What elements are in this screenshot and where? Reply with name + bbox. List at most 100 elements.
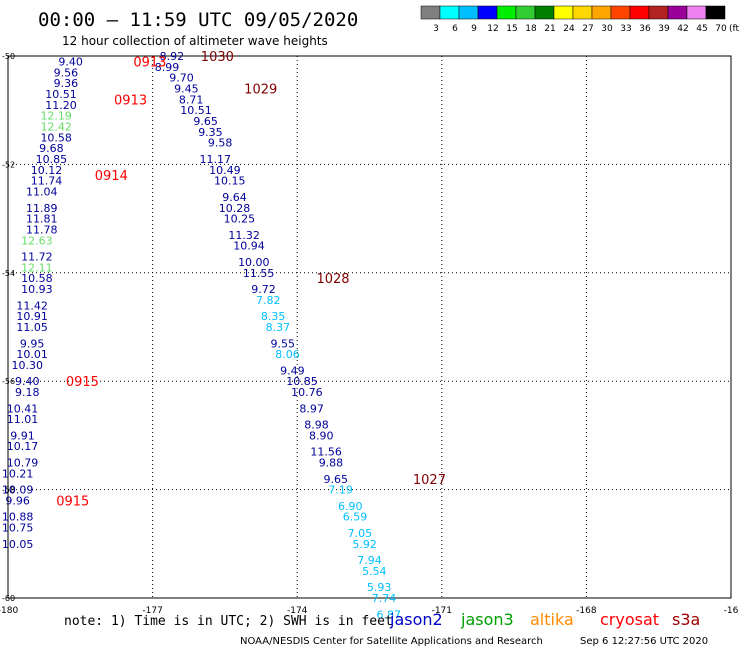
swh-value-label: 9.40 [58, 55, 83, 68]
time-label: 0913 [114, 93, 147, 108]
color-scale-swatch [420, 5, 441, 20]
swh-value-label: 10.51 [180, 104, 212, 117]
swh-value-label: 7.94 [357, 554, 382, 567]
swh-value-label: 9.40 [15, 375, 40, 388]
swh-value-label: 10.91 [16, 310, 48, 323]
swh-value-label: 10.17 [7, 440, 39, 453]
color-scale-swatch [477, 5, 498, 20]
plot-frame [7, 55, 732, 599]
x-tick-label: -171 [432, 606, 452, 616]
color-scale-swatch [458, 5, 479, 20]
swh-value-label: 11.89 [26, 202, 58, 215]
time-label: 1028 [316, 272, 349, 287]
swh-value-label: 11.17 [200, 153, 232, 166]
swh-value-label: 10.05 [2, 538, 34, 551]
swh-value-label: 10.41 [7, 402, 39, 415]
swh-value-label: 10.21 [2, 467, 34, 480]
x-tick-label: -177 [142, 606, 162, 616]
legend-entry: s3a [672, 610, 700, 629]
y-tick-label: -56 [2, 377, 15, 386]
legend-entry: jason3 [460, 610, 514, 629]
color-scale-label: 24 [563, 24, 575, 34]
swh-value-label: 9.95 [20, 337, 45, 350]
swh-value-label: 9.64 [222, 191, 247, 204]
legend-entry: cryosat [600, 610, 659, 629]
swh-value-label: 10.25 [224, 213, 256, 226]
legend-entry: altika [530, 610, 574, 629]
color-scale-label: 39 [658, 24, 670, 34]
swh-value-label: 10.12 [31, 164, 63, 177]
swh-value-label: 11.32 [228, 229, 260, 242]
swh-value-label: 11.78 [26, 223, 58, 236]
color-scale-label: 27 [582, 24, 593, 34]
swh-value-label: 10.75 [2, 522, 34, 535]
swh-value-label: 10.49 [209, 164, 241, 177]
color-scale-label: 15 [506, 24, 517, 34]
swh-value-label: 9.91 [10, 429, 35, 442]
color-scale-label: 6 [452, 24, 458, 34]
swh-value-label: 10.85 [286, 375, 318, 388]
swh-value-label: 9.96 [5, 494, 30, 507]
color-scale-label: 3 [433, 24, 439, 34]
y-tick-label: -60 [2, 594, 15, 603]
color-scale-swatch [439, 5, 460, 20]
color-scale-swatch [610, 5, 631, 20]
swh-value-label: 9.55 [270, 337, 295, 350]
swh-value-label: 11.55 [243, 267, 275, 280]
footer-timestamp: Sep 6 12:27:56 UTC 2020 [580, 636, 708, 647]
swh-value-label: 9.88 [319, 457, 344, 470]
y-tick-label: -50 [2, 52, 15, 61]
footer-credit: NOAA/NESDIS Center for Satellite Applica… [240, 636, 543, 647]
swh-value-label: 7.19 [328, 484, 353, 497]
swh-value-label: 5.93 [367, 581, 392, 594]
swh-value-label: 8.99 [155, 61, 180, 74]
swh-value-label: 12.42 [40, 120, 72, 133]
y-tick-label: -58 [2, 486, 15, 495]
color-scale-swatch [648, 5, 669, 20]
swh-value-label: 11.20 [45, 99, 77, 112]
time-labels: 0913 0913 0914 0915 0915 1030 1029 1028 1027 [56, 50, 446, 509]
color-scale-label: 21 [544, 24, 555, 34]
swh-value-label: 10.93 [21, 283, 53, 296]
color-scale-swatch [515, 5, 536, 20]
y-tick-label: -54 [2, 269, 15, 278]
color-scale-swatch [629, 5, 650, 20]
time-label: 1027 [413, 473, 446, 488]
swh-value-label: 9.72 [251, 283, 276, 296]
time-label: 0914 [95, 169, 128, 184]
swh-value-label: 9.58 [208, 137, 233, 150]
swh-value-label: 11.81 [26, 213, 58, 226]
swh-value-label: 10.58 [21, 272, 53, 285]
swh-value-label: 12.11 [21, 261, 53, 274]
swh-value-label: 5.54 [362, 565, 387, 578]
x-tick-label: -16 [724, 606, 739, 616]
chart-subtitle: 12 hour collection of altimeter wave hei… [62, 34, 328, 48]
swh-value-label: 9.36 [54, 77, 79, 90]
color-scale-label: 36 [639, 24, 651, 34]
swh-value-label: 7.74 [372, 592, 397, 605]
swh-value-label: 7.82 [256, 294, 281, 307]
color-scale-label: 12 [487, 24, 498, 34]
legend-entry: jason2 [389, 610, 443, 629]
swh-value-label: 10.94 [233, 240, 265, 253]
footer-note: note: 1) Time is in UTC; 2) SWH is in fe… [64, 614, 393, 629]
color-scale-swatch [705, 5, 726, 20]
swh-value-label: 10.28 [219, 202, 251, 215]
time-label: 1029 [244, 83, 277, 98]
color-scale-swatch [553, 5, 574, 20]
time-label: 0913 [133, 55, 166, 70]
swh-value-label: 10.15 [214, 175, 246, 188]
swh-value-label: 10.88 [2, 511, 34, 524]
grid-lines [8, 56, 731, 598]
color-scale-swatch [496, 5, 517, 20]
swh-value-label: 11.74 [31, 175, 63, 188]
swh-value-label: 9.18 [15, 386, 40, 399]
swh-value-label: 8.71 [179, 93, 204, 106]
swh-value-label: 8.35 [261, 310, 286, 323]
swh-value-label: 11.01 [7, 413, 39, 426]
swh-value-label: 9.45 [174, 83, 199, 96]
swh-value-label: 11.56 [310, 446, 342, 459]
swh-value-label: 10.01 [16, 348, 48, 361]
